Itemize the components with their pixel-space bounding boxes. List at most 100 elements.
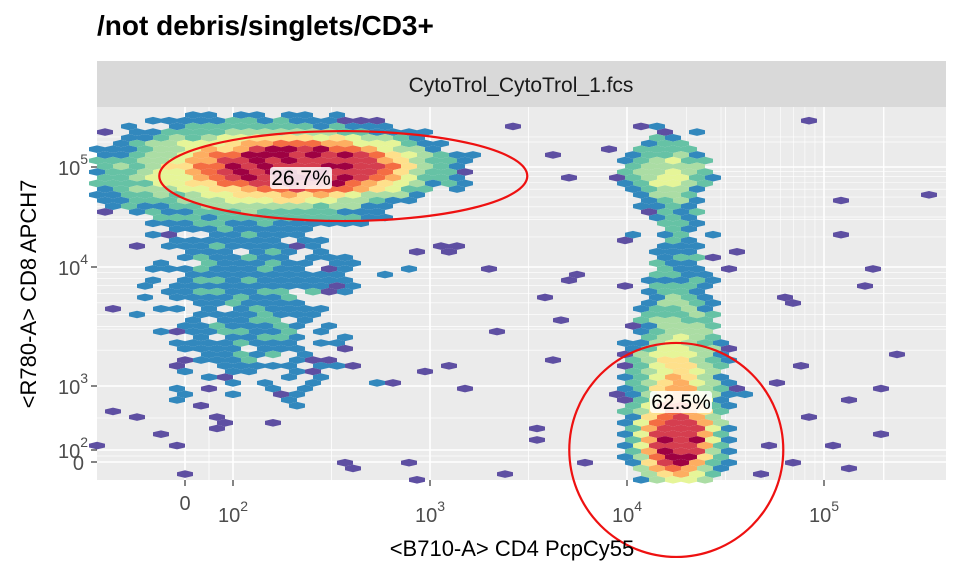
- hexbin-cell: [769, 379, 785, 387]
- hexbin-cell: [249, 202, 265, 210]
- hexbin-cell: [465, 151, 481, 159]
- hexbin-cell: [233, 339, 249, 347]
- hexbin-cell: [793, 362, 809, 370]
- hexbin-cell: [633, 441, 649, 450]
- hexbin-cell: [673, 344, 689, 353]
- hexbin-cell: [225, 196, 241, 205]
- hexbin-cell: [641, 356, 657, 364]
- hexbin-cell: [841, 464, 857, 473]
- hexbin-cell: [617, 179, 633, 188]
- hexbin-cell: [177, 367, 193, 376]
- hexbin-cell: [433, 162, 449, 171]
- hexbin-cell: [321, 287, 337, 296]
- hexbin-cell: [649, 464, 665, 473]
- hexbin-cell: [265, 384, 281, 393]
- hexbin-cell: [705, 230, 721, 239]
- hexbin-cell: [657, 151, 673, 159]
- hexbin-cell: [233, 225, 249, 233]
- hexbin-cell: [665, 464, 681, 473]
- hexbin-cell: [665, 191, 681, 199]
- hexbin-cell: [697, 419, 713, 427]
- hexbin-cell: [409, 248, 425, 256]
- hexbin-cell: [249, 156, 265, 165]
- hexbin-cell: [673, 287, 689, 296]
- gate-ellipse-cd8[interactable]: [158, 129, 529, 223]
- hexbin-cell: [705, 333, 721, 342]
- hexbin-cell: [681, 259, 697, 267]
- hexbin-cell: [681, 248, 697, 256]
- hexbin-cell: [217, 145, 233, 153]
- hexbin-cell: [177, 344, 193, 353]
- hexbin-cell: [281, 305, 297, 313]
- hexbin-cell: [233, 168, 249, 176]
- hexbin-cell: [705, 424, 721, 433]
- hexbin-cell: [281, 373, 297, 381]
- hexbin-cell: [673, 310, 689, 319]
- hexbin-cell: [721, 436, 737, 444]
- hexbin-cell: [217, 179, 233, 188]
- hexbin-cell: [217, 225, 233, 233]
- hexbin-cell: [681, 419, 697, 427]
- hexbin-cell: [337, 196, 353, 205]
- hexbin-cell: [673, 230, 689, 239]
- gate-label-cd4-bg: [650, 391, 712, 413]
- hexbin-cell: [617, 282, 633, 290]
- hexbin-cell: [297, 282, 313, 290]
- hexbin-cell: [713, 430, 729, 438]
- hexbin-cell: [409, 156, 425, 165]
- hexbin-cell: [681, 293, 697, 302]
- hexbin-cell: [649, 350, 665, 359]
- hexbin-cell: [777, 293, 793, 302]
- hexbin-cell: [265, 202, 281, 210]
- hexbin-cell: [185, 122, 201, 131]
- hexbin-cell: [337, 208, 353, 216]
- hexbin-cell: [705, 276, 721, 285]
- hexbin-cell: [201, 236, 217, 245]
- hexbin-cell: [305, 242, 321, 250]
- hexbin-cell: [329, 282, 345, 290]
- gate-ellipse-cd4[interactable]: [568, 341, 785, 559]
- hexbin-cell: [193, 253, 209, 262]
- hexbin-cell: [313, 236, 329, 245]
- hexbin-cell: [193, 185, 209, 193]
- hexbin-cell: [161, 151, 177, 159]
- hexbin-cell: [737, 390, 753, 399]
- hexbin-cell: [353, 196, 369, 205]
- hexbin-cell: [657, 447, 673, 456]
- hexbin-cell: [625, 151, 641, 159]
- hexbin-cell: [433, 151, 449, 159]
- hexbin-cell: [697, 293, 713, 302]
- hexbin-cell: [673, 208, 689, 216]
- hexbin-cell: [289, 390, 305, 399]
- hexbin-cell: [321, 196, 337, 205]
- hexbin-cell: [225, 344, 241, 353]
- hexbin-cell: [417, 151, 433, 159]
- hexbin-cell: [241, 356, 257, 364]
- hexbin-cell: [193, 356, 209, 364]
- hexbin-cell: [713, 419, 729, 427]
- hexbin-cell: [345, 179, 361, 188]
- hexbin-cell: [161, 173, 177, 182]
- hexbin-cell: [233, 213, 249, 222]
- hexbin-cell: [721, 265, 737, 273]
- hexbin-cell: [433, 242, 449, 250]
- hexbin-cell: [673, 379, 689, 387]
- hexbin-cell: [129, 413, 145, 421]
- hexbin-cell: [337, 185, 353, 193]
- hexbin-cell: [449, 173, 465, 182]
- hexbin-cell: [313, 373, 329, 381]
- hexbin-cell: [385, 185, 401, 193]
- hexbin-cell: [233, 202, 249, 210]
- hexbin-cell: [713, 464, 729, 473]
- hexbin-cell: [265, 145, 281, 153]
- hexbin-cell: [705, 253, 721, 262]
- hexbin-cell: [161, 128, 177, 136]
- hexbin-cell: [345, 362, 361, 370]
- hexbin-cell: [153, 327, 169, 336]
- hexbin-cell: [329, 111, 345, 119]
- hexbin-cell: [329, 339, 345, 347]
- hexbin-cell: [689, 219, 705, 228]
- hexbin-cell: [225, 230, 241, 239]
